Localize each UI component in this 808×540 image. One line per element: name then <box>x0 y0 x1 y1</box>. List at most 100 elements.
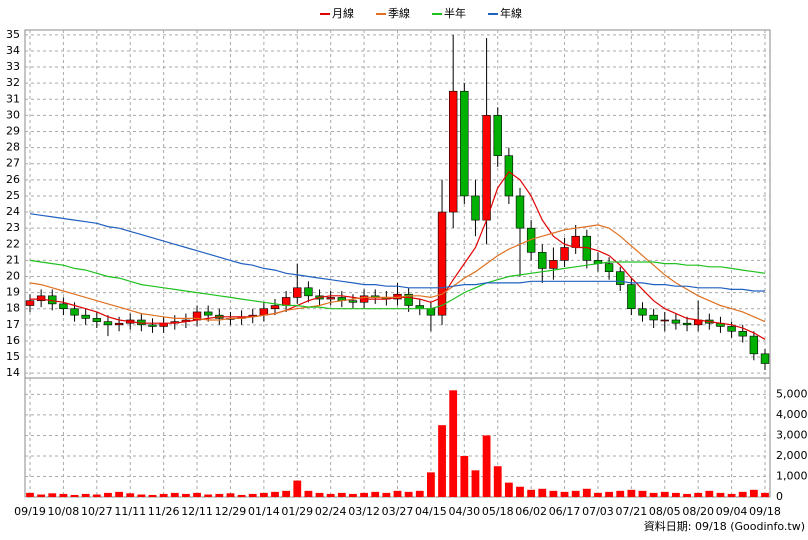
volume-bar <box>438 425 446 497</box>
x-tick-label: 08/05 <box>649 505 681 518</box>
y2-tick-label: 3,000 <box>776 428 808 441</box>
x-tick-label: 10/27 <box>81 505 113 518</box>
volume-bar <box>137 494 146 497</box>
candle-body <box>682 322 692 326</box>
candle-body <box>515 195 525 229</box>
y-tick-label: 28 <box>6 141 20 154</box>
volume-bar <box>727 493 736 497</box>
volume-bar <box>159 493 168 497</box>
volume-bar <box>694 492 703 497</box>
candle-body <box>482 115 491 221</box>
x-tick-label: 12/11 <box>181 505 213 518</box>
footer: 資料日期: 09/18 (Goodinfo.tw) <box>644 519 805 533</box>
candle-body <box>671 319 681 324</box>
y-tick-label: 29 <box>6 125 20 138</box>
volume-bar <box>415 490 424 497</box>
volume-bar <box>92 494 101 497</box>
y-tick-label: 18 <box>6 302 20 315</box>
candle-body <box>448 90 458 213</box>
y-tick-label: 35 <box>6 28 20 41</box>
candle-body <box>326 297 335 300</box>
candle-body <box>114 322 124 326</box>
candle-body <box>493 115 502 156</box>
volume-bar <box>204 494 213 497</box>
candle-body <box>471 195 480 221</box>
candle-body <box>36 295 46 301</box>
volume-bar <box>360 492 368 497</box>
candle-body <box>148 324 157 327</box>
volume-bar <box>215 493 224 497</box>
volume-bar <box>393 490 402 497</box>
y-tick-label: 33 <box>6 60 20 73</box>
candle-body <box>259 308 269 316</box>
candle-body <box>348 300 358 303</box>
volume-bar <box>616 490 625 497</box>
x-tick-label: 03/27 <box>382 505 414 518</box>
candle-body <box>549 260 558 269</box>
candle-body <box>404 293 413 306</box>
y-tick-label: 27 <box>6 157 20 170</box>
candle-body <box>426 308 436 316</box>
y-tick-label: 24 <box>6 205 20 218</box>
candle-body <box>727 326 736 332</box>
candle-body <box>293 287 302 298</box>
candle-body <box>526 227 536 253</box>
y-tick-label: 15 <box>6 350 20 363</box>
volume-bar <box>560 491 569 497</box>
x-tick-label: 08/20 <box>682 505 714 518</box>
volume-bar <box>315 492 324 497</box>
volume-bar <box>237 494 246 497</box>
legend-label: 年線 <box>500 6 522 20</box>
x-tick-label: 09/04 <box>716 505 748 518</box>
volume-bar <box>549 490 558 497</box>
legend-label: 月線 <box>332 6 354 20</box>
candle-body <box>627 284 636 310</box>
y-tick-label: 31 <box>6 92 20 105</box>
y2-tick-label: 4,000 <box>776 408 808 421</box>
y-tick-label: 21 <box>6 253 20 266</box>
candle-body <box>616 271 625 285</box>
candle-body <box>660 319 669 322</box>
volume-bar <box>571 490 580 497</box>
volume-bar <box>182 493 190 497</box>
x-tick-label: 04/15 <box>415 505 447 518</box>
volume-bar <box>660 491 669 497</box>
candle-body <box>560 247 569 261</box>
volume-bar <box>304 490 313 497</box>
volume-bar <box>248 493 257 497</box>
volume-bar <box>749 489 758 497</box>
volume-bar <box>705 490 714 497</box>
volume-bar <box>48 493 57 497</box>
volume-bar <box>449 390 458 497</box>
volume-bar <box>683 493 691 497</box>
volume-bar <box>761 492 769 497</box>
legend-label: 季線 <box>388 6 410 20</box>
volume-bar <box>337 492 346 497</box>
candle-body <box>538 252 547 269</box>
volume-bar <box>26 492 34 497</box>
x-tick-label: 07/03 <box>582 505 614 518</box>
y2-tick-label: 1,000 <box>776 469 808 482</box>
legend-label: 半年 <box>444 6 466 20</box>
candle-body <box>92 318 102 322</box>
volume-bar <box>493 466 502 497</box>
candle-body <box>103 321 113 326</box>
y-tick-label: 19 <box>6 286 20 299</box>
y-tick-label: 17 <box>6 318 20 331</box>
volume-bar <box>716 492 725 497</box>
y-tick-label: 23 <box>6 221 20 234</box>
volume-bar <box>326 493 335 497</box>
volume-bar <box>349 493 357 497</box>
volume-bar <box>516 486 524 497</box>
volume-bar <box>293 480 302 497</box>
y2-tick-label: 2,000 <box>776 449 808 462</box>
volume-bar <box>538 488 547 497</box>
candle-body <box>25 300 35 306</box>
plot-frame <box>24 29 771 498</box>
y-tick-label: 25 <box>6 189 20 202</box>
candle-body <box>604 263 614 272</box>
candle-body <box>504 155 514 197</box>
y-tick-label: 22 <box>6 237 20 250</box>
volume-bar <box>193 492 201 497</box>
volume-bar <box>594 492 602 497</box>
